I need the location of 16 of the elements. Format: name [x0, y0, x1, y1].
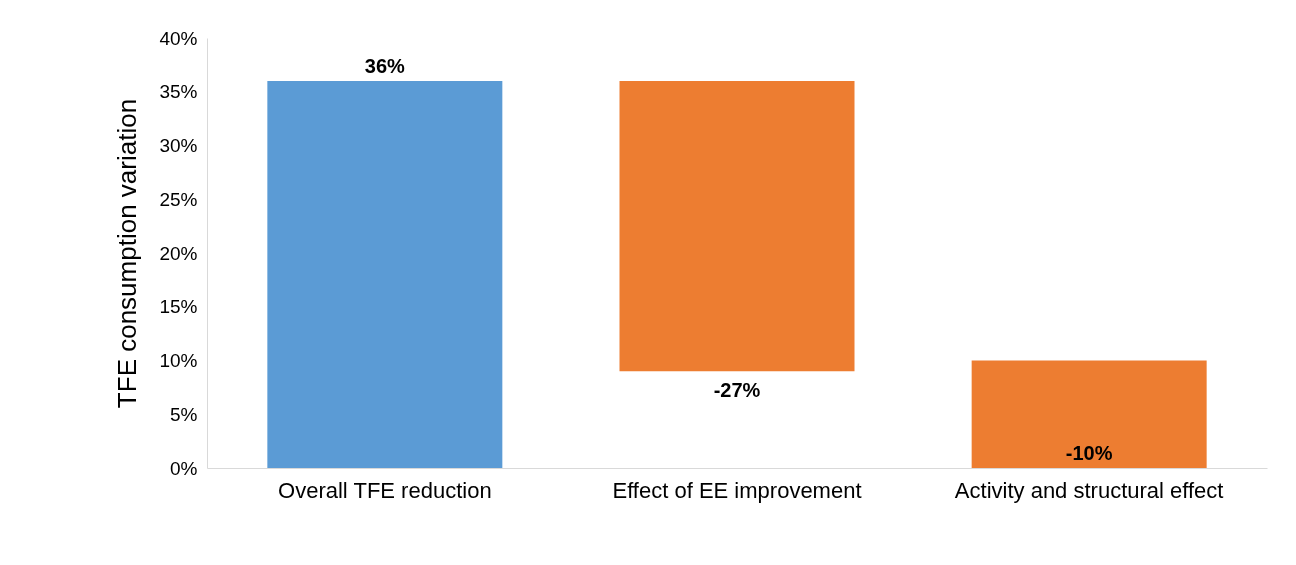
y-tick-label: 0%	[170, 457, 198, 479]
data-label: -27%	[713, 379, 761, 402]
x-tick-label: Overall TFE reduction	[278, 477, 492, 503]
x-tick-label: Activity and structural effect	[954, 477, 1224, 503]
data-label: -10%	[1065, 442, 1113, 464]
y-tick-label: 25%	[159, 188, 198, 210]
y-tick-label: 10%	[159, 350, 198, 371]
y-tick-label: 40%	[159, 27, 198, 49]
y-tick-label: 20%	[159, 242, 198, 264]
y-tick-label: 35%	[159, 81, 198, 103]
y-tick-label: 30%	[159, 135, 198, 156]
y-tick-label: 15%	[159, 296, 198, 318]
y-axis-title: TFE consumption variation	[112, 98, 143, 409]
data-label: 36%	[364, 55, 406, 77]
y-tick-label: 5%	[170, 403, 198, 425]
x-tick-label: Effect of EE improvement	[612, 477, 862, 503]
